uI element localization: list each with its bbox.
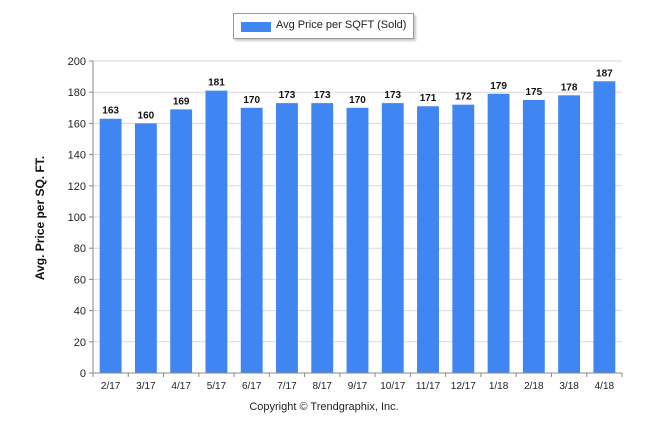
bar [311,103,334,374]
y-tick-label: 80 [74,243,86,255]
x-tick-label: 2/18 [524,381,544,392]
y-tick-label: 60 [74,274,86,286]
bar [276,103,298,374]
x-tick-label: 6/17 [242,381,262,392]
bar-value-label: 173 [314,90,331,101]
bar-value-label: 170 [243,95,260,106]
x-tick-label: 12/17 [451,381,476,392]
y-tick-label: 180 [68,87,86,99]
bar [381,103,404,374]
y-tick-label: 20 [74,337,86,349]
y-tick-label: 100 [68,212,86,224]
bar [170,109,193,374]
copyright-text: Copyright © Trendgraphix, Inc. [249,401,399,413]
y-tick-label: 200 [68,56,86,68]
x-tick-label: 2/17 [101,381,121,392]
bar-value-label: 175 [525,87,542,98]
bar-value-label: 160 [138,110,155,121]
bar-value-label: 173 [384,90,401,101]
bar [417,106,439,374]
x-tick-label: 4/17 [171,381,191,392]
bar [558,95,581,373]
x-tick-label: 3/18 [559,381,579,392]
bar [452,104,475,374]
y-tick-label: 40 [74,306,86,318]
bars: 163 160 169 181 170 173 173 170 173 171 172 179 175 1… [99,68,616,374]
x-tick-label: 7/17 [277,381,297,392]
bar [99,118,122,373]
bar [205,90,228,373]
legend-swatch [241,22,271,32]
x-tick-label: 11/17 [416,381,441,392]
bar [522,100,545,373]
x-tick-label: 3/17 [136,381,156,392]
y-tick-label: 120 [68,181,86,193]
x-tick-label: 9/17 [348,381,368,392]
bar [240,107,263,374]
bar-value-label: 169 [173,96,190,107]
x-tick-label: 1/18 [489,381,509,392]
bar-value-label: 163 [102,106,119,117]
x-tick-label: 4/18 [595,381,615,392]
bar-value-label: 179 [490,81,507,92]
bar [134,123,157,374]
bar [346,107,369,374]
x-axis-ticks: 2/17 3/17 4/17 5/17 6/17 7/17 8/17 9/17 10/17 11/… [92,373,623,392]
bar-value-label: 171 [420,93,437,104]
y-tick-label: 0 [80,368,86,380]
bar-value-label: 170 [349,95,366,106]
x-tick-label: 5/17 [207,381,227,392]
axes [92,61,622,374]
x-tick-label: 8/17 [312,381,332,392]
legend-label: Avg Price per SQFT (Sold) [276,19,407,31]
bar-value-label: 187 [596,68,613,79]
bar [593,81,616,373]
y-tick-label: 140 [68,150,86,162]
bar-value-label: 178 [561,82,578,93]
y-tick-label: 160 [68,118,86,130]
bar [487,93,510,373]
x-tick-label: 10/17 [380,381,405,392]
bar-value-label: 173 [279,90,296,101]
bar-value-label: 172 [455,92,472,103]
y-axis-ticks: 0 20 40 60 80 100 120 140 160 180 200 [68,56,93,380]
legend: Avg Price per SQFT (Sold) [233,13,414,39]
bar-value-label: 181 [208,78,225,89]
y-axis-label: Avg. Price per SQ. FT. [33,155,47,281]
